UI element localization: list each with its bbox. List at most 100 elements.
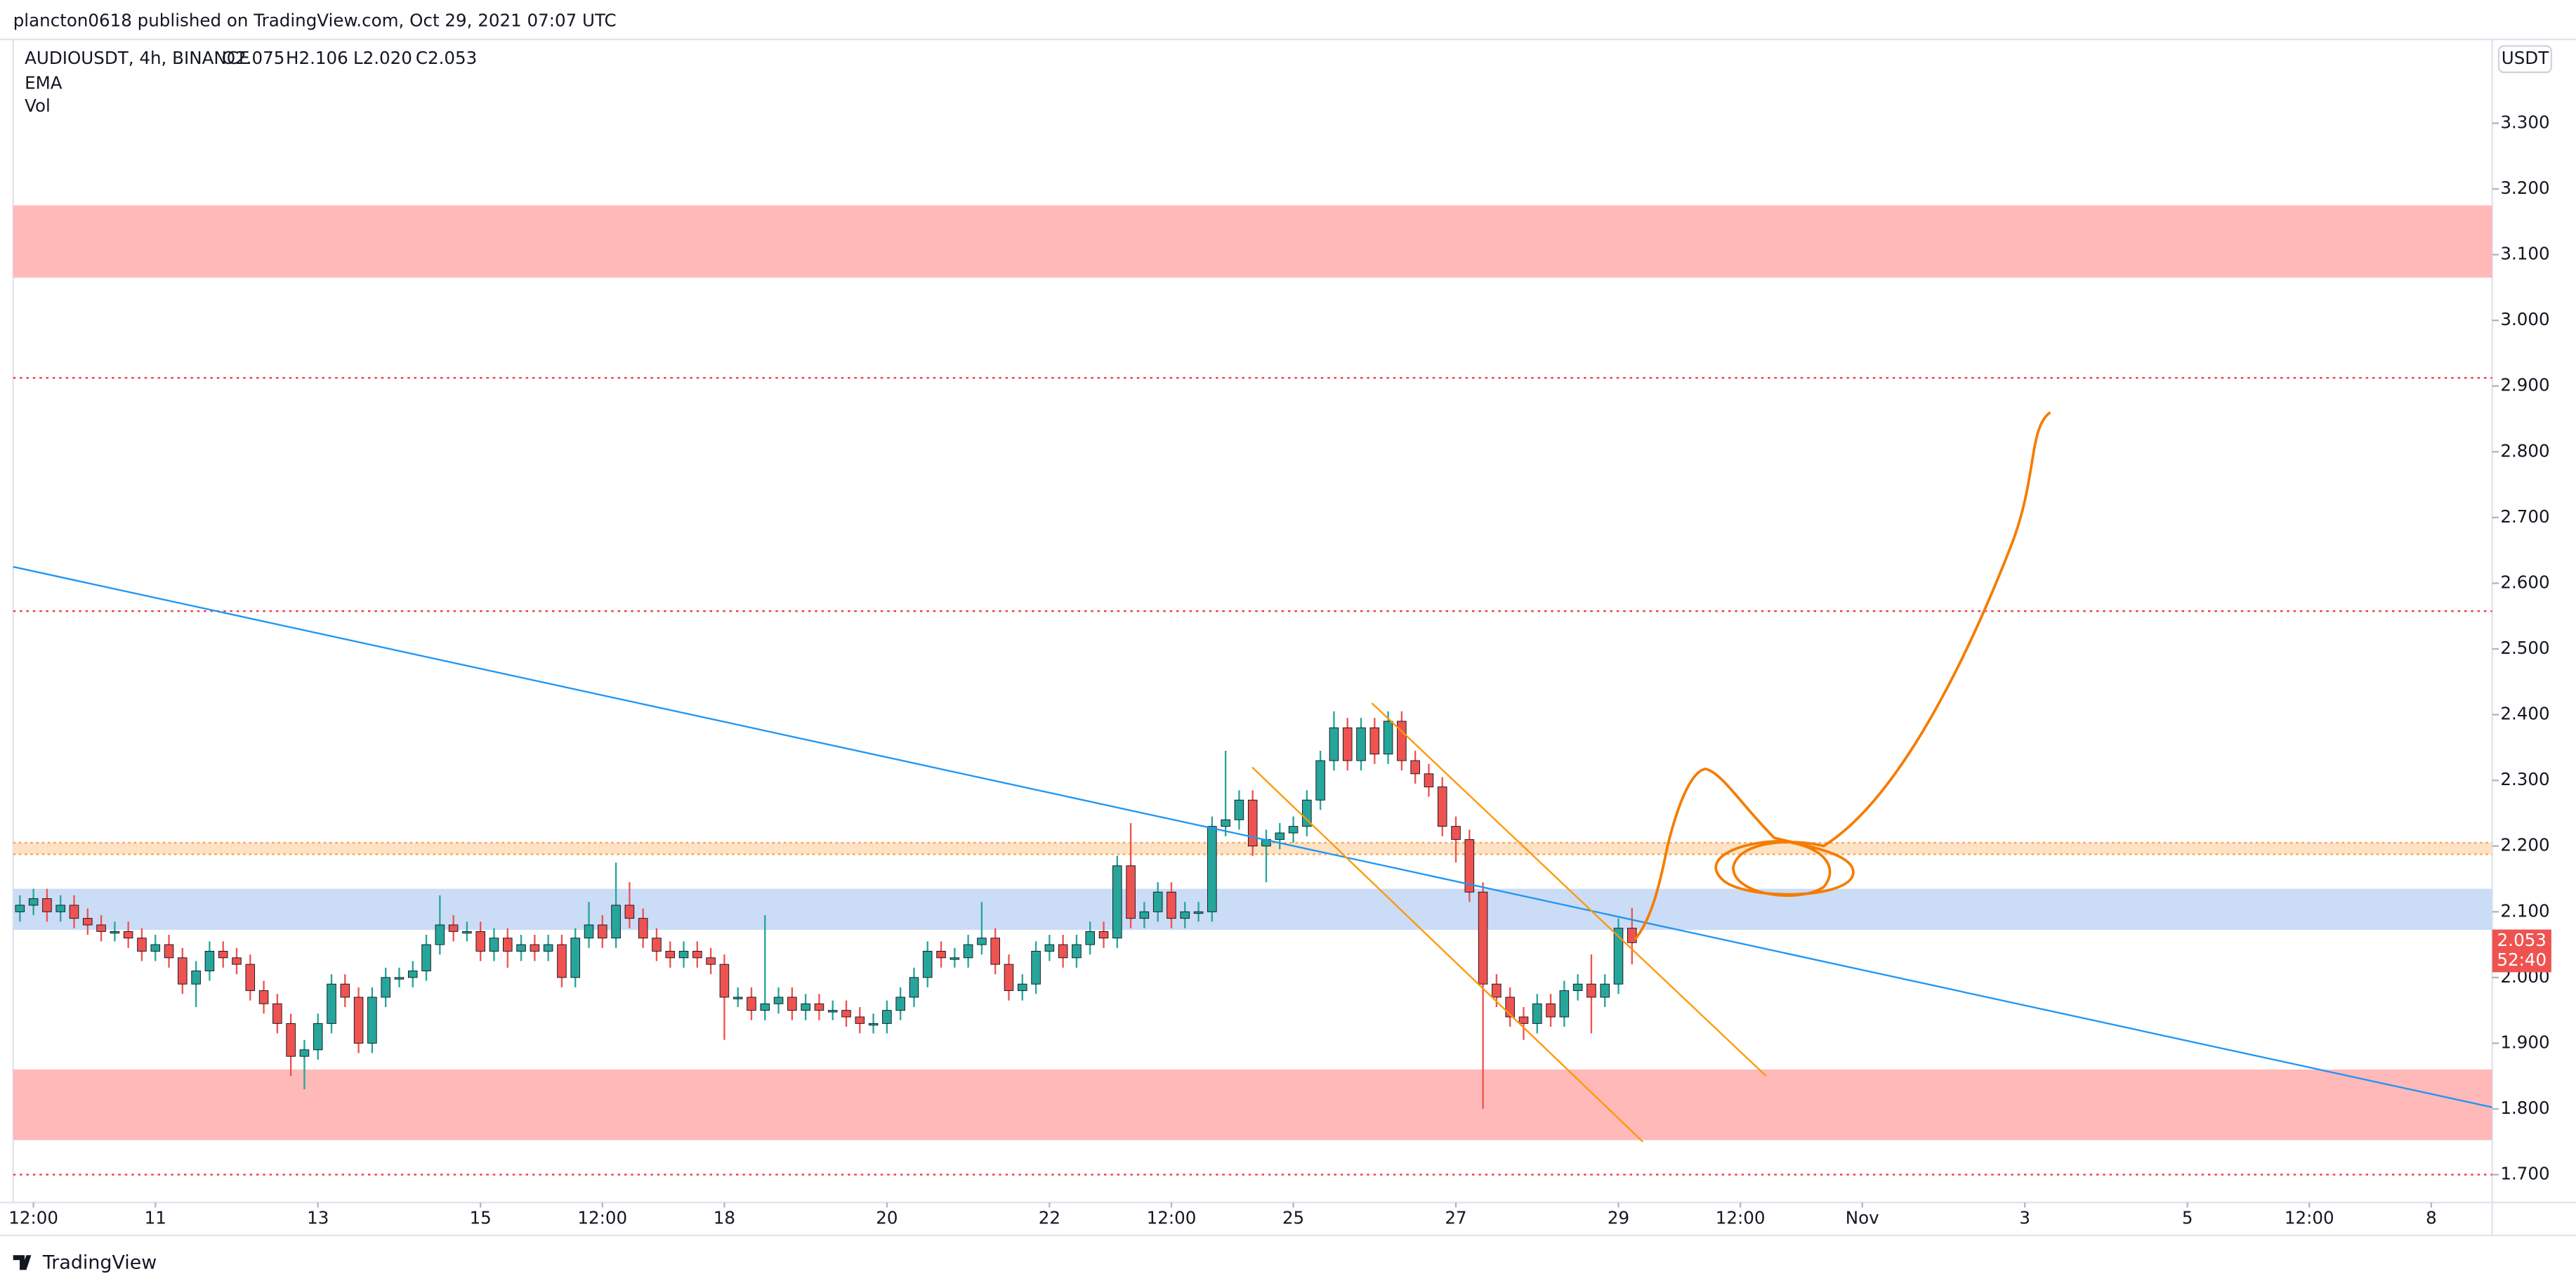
candle-body <box>773 997 784 1004</box>
x-tick-label: 12:00 <box>577 1208 627 1228</box>
candle-body <box>232 957 242 965</box>
candle-body <box>1275 832 1285 840</box>
brand-icon <box>13 1255 32 1270</box>
trend-line <box>1371 702 1767 1077</box>
y-tick-label: 2.400 <box>2500 704 2549 724</box>
candle-body <box>570 938 581 978</box>
candle-body <box>1315 760 1325 801</box>
candle-body <box>787 997 797 1011</box>
candle-body <box>191 971 201 985</box>
candle-body <box>990 938 1000 965</box>
candle-body <box>1031 950 1041 985</box>
trend-line <box>13 565 2492 1108</box>
candle-body <box>652 938 662 952</box>
candle-body <box>1004 964 1014 992</box>
freehand-drawing <box>1634 411 2051 941</box>
candle-body <box>1234 799 1244 820</box>
zone <box>13 888 2492 931</box>
candle-body <box>327 983 336 1024</box>
countdown-label: 52:40 <box>2497 949 2547 970</box>
published-line: plancton0618 published on TradingView.co… <box>13 10 617 30</box>
candle-body <box>882 1010 892 1024</box>
symbol-title: AUDIOUSDT, 4h, BINANCE <box>25 48 249 68</box>
trend-line <box>1251 766 1644 1143</box>
candle-body <box>69 905 79 919</box>
candle-body <box>1085 931 1096 945</box>
candle-body <box>1410 760 1420 775</box>
candle-body <box>407 971 418 978</box>
candle-body <box>909 977 919 998</box>
x-tick-label: 11 <box>145 1208 166 1228</box>
candle-body <box>638 918 648 939</box>
candle-body <box>1058 944 1068 959</box>
candle-body <box>83 918 93 926</box>
candle-body <box>1586 983 1596 998</box>
candle-body <box>1098 931 1109 939</box>
candle-body <box>137 938 147 952</box>
candle-body <box>1451 826 1461 840</box>
unit-label[interactable]: USDT <box>2502 48 2549 68</box>
zone <box>13 205 2492 278</box>
candle-body <box>706 957 716 965</box>
y-tick-label: 2.600 <box>2500 572 2549 592</box>
candle-body <box>1207 826 1217 912</box>
candle-body <box>1532 1003 1542 1024</box>
candle-body <box>760 1003 770 1011</box>
candle-body <box>96 924 106 932</box>
candle-body <box>516 944 526 952</box>
candle-body <box>949 957 960 960</box>
x-tick-label: 12:00 <box>1147 1208 1197 1228</box>
indicator-ema[interactable]: EMA <box>25 72 63 93</box>
candle-body <box>665 950 676 959</box>
x-tick-label: 22 <box>1039 1208 1060 1228</box>
candle-body <box>1559 990 1570 1018</box>
candle-body <box>1572 983 1583 992</box>
candle-body <box>1369 727 1380 755</box>
candle-body <box>868 1023 879 1026</box>
y-tick-label: 3.100 <box>2500 244 2549 264</box>
candle-body <box>421 944 431 971</box>
candle-body <box>1044 944 1055 952</box>
x-tick-label: 3 <box>2019 1208 2030 1228</box>
candle-body <box>1126 865 1136 919</box>
candle-body <box>299 1049 310 1057</box>
candle-body <box>1139 911 1150 919</box>
candle-body <box>1600 983 1610 998</box>
y-tick-label: 1.800 <box>2500 1098 2549 1118</box>
ohlc-open: O2.075 <box>222 48 285 68</box>
brand-name: TradingView <box>42 1251 157 1273</box>
y-tick-label: 1.900 <box>2500 1032 2549 1052</box>
x-tick-label: 5 <box>2182 1208 2193 1228</box>
candle-body <box>1193 911 1204 914</box>
brand-logo[interactable]: TradingView <box>13 1251 157 1273</box>
candle-body <box>110 931 120 934</box>
x-tick-label: 20 <box>876 1208 898 1228</box>
candle-body <box>1072 944 1082 959</box>
y-tick-label: 1.700 <box>2500 1164 2549 1184</box>
candle-body <box>381 977 390 998</box>
y-tick-label: 3.000 <box>2500 309 2549 329</box>
unit-button[interactable] <box>2497 45 2553 74</box>
last-price-label: 2.053 <box>2497 930 2547 950</box>
candle-body <box>353 997 364 1044</box>
candle-body <box>977 938 987 945</box>
candle-body <box>272 1003 282 1024</box>
candle-body <box>462 931 472 934</box>
indicator-vol[interactable]: Vol <box>25 96 51 116</box>
candle-body <box>732 997 743 999</box>
candle-body <box>1383 721 1393 755</box>
candle-body <box>1247 799 1258 847</box>
candle-body <box>1288 826 1299 834</box>
candle-body <box>1356 727 1366 761</box>
candle-body <box>1221 819 1230 827</box>
candle-body <box>1424 773 1434 787</box>
candle-body <box>598 924 607 939</box>
x-tick-label: 12:00 <box>2285 1208 2334 1228</box>
candle-body <box>1167 891 1176 919</box>
x-tick-label: 29 <box>1608 1208 1629 1228</box>
candle-body <box>611 905 621 939</box>
candle-body <box>855 1016 865 1024</box>
candle-body <box>801 1003 810 1011</box>
y-tick-label: 2.800 <box>2500 440 2549 461</box>
candle-body <box>218 950 228 959</box>
